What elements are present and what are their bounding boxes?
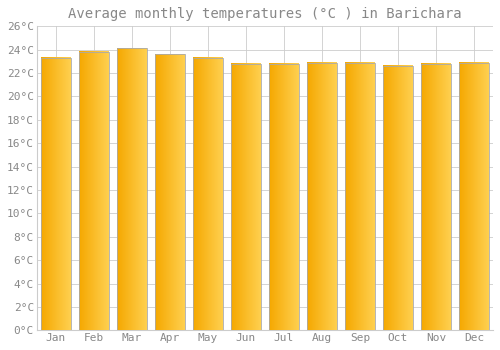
Bar	[193, 58, 222, 330]
Bar	[459, 63, 489, 330]
Bar	[345, 63, 375, 330]
Bar	[231, 64, 260, 330]
Bar	[383, 66, 413, 330]
Title: Average monthly temperatures (°C ) in Barichara: Average monthly temperatures (°C ) in Ba…	[68, 7, 462, 21]
Bar	[155, 54, 184, 330]
Bar	[117, 49, 146, 330]
Bar	[307, 63, 337, 330]
Bar	[79, 52, 108, 330]
Bar	[269, 64, 298, 330]
Bar	[41, 58, 70, 330]
Bar	[421, 64, 451, 330]
